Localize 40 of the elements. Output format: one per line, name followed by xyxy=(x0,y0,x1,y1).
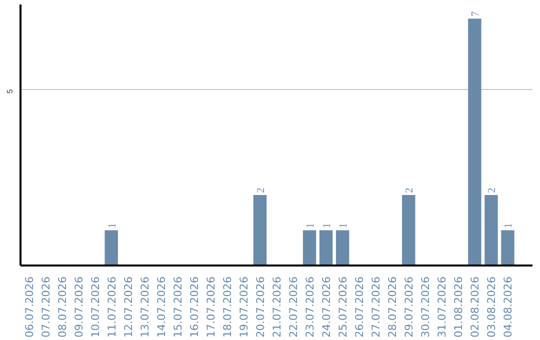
x-tick-label: 13.07.2026 xyxy=(138,276,152,338)
x-tick-label: 11.07.2026 xyxy=(105,276,118,338)
data-label: 2 xyxy=(256,188,267,193)
data-label: 1 xyxy=(504,222,515,228)
x-tick-label: 04.08.2026 xyxy=(502,276,515,338)
x-tick-label: 26.07.2026 xyxy=(353,276,366,338)
x-tick-label: 08.07.2026 xyxy=(56,276,69,338)
x-tick-label: 16.07.2026 xyxy=(188,276,201,338)
data-label: 2 xyxy=(487,188,498,193)
data-label: 1 xyxy=(107,222,118,228)
y-tick-label: 5 xyxy=(6,88,14,94)
x-tick-label: 01.08.2026 xyxy=(452,276,466,338)
x-tick-label: 12.07.2026 xyxy=(122,276,135,338)
x-tick-label: 14.07.2026 xyxy=(154,276,168,338)
x-tick-label: 25.07.2026 xyxy=(336,276,350,338)
data-label: 7 xyxy=(470,10,482,17)
x-tick-label: 29.07.2026 xyxy=(402,276,416,338)
x-tick-label: 24.07.2026 xyxy=(320,276,334,338)
x-tick-label: 21.07.2026 xyxy=(270,276,284,338)
x-tick-label: 03.08.2026 xyxy=(485,276,498,338)
data-label: 1 xyxy=(338,222,350,228)
x-tick-label: 19.07.2026 xyxy=(237,276,250,338)
data-label: 1 xyxy=(306,222,317,228)
x-tick-label: 22.07.2026 xyxy=(287,276,300,338)
x-tick-label: 02.08.2026 xyxy=(468,276,482,338)
x-tick-label: 28.07.2026 xyxy=(386,276,400,338)
x-tick-label: 31.07.2026 xyxy=(436,276,449,338)
x-tick-label: 07.07.2026 xyxy=(39,276,52,338)
x-tick-label: 23.07.2026 xyxy=(304,276,317,338)
x-tick-label: 27.07.2026 xyxy=(370,276,383,338)
x-tick-label: 10.07.2026 xyxy=(88,276,102,338)
x-tick-label: 17.07.2026 xyxy=(204,276,218,338)
x-tick-label: 15.07.2026 xyxy=(171,276,184,338)
x-tick-label: 30.07.2026 xyxy=(419,276,432,338)
x-tick-label: 06.07.2026 xyxy=(22,276,36,338)
x-tick-label: 20.07.2026 xyxy=(254,276,267,338)
x-tick-label: 09.07.2026 xyxy=(72,276,86,338)
data-label: 2 xyxy=(404,188,416,193)
data-label: 1 xyxy=(322,222,334,228)
x-tick-label: 18.07.2026 xyxy=(220,276,234,338)
